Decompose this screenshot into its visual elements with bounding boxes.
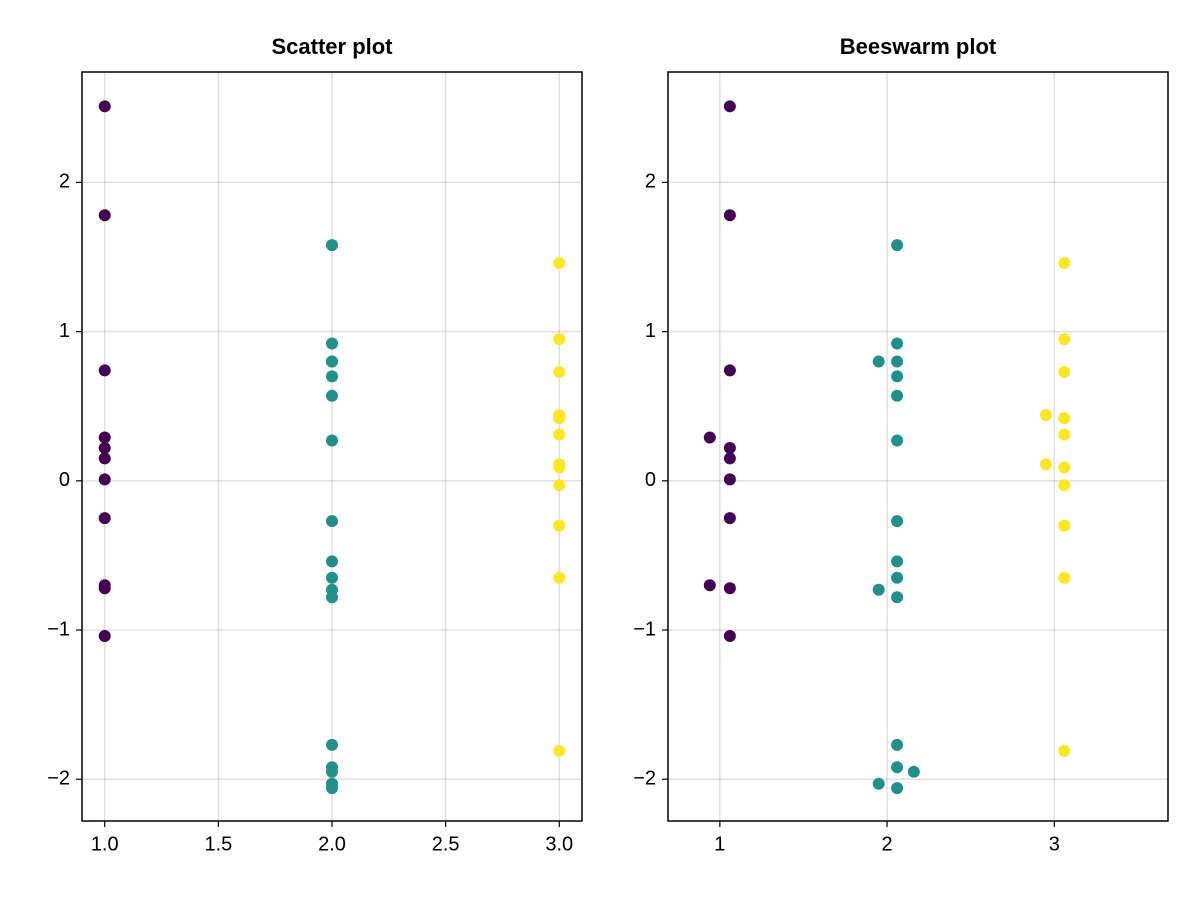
y-tick-label: −1 [633,618,656,640]
panel: Scatter plot 1.0 1.5 2.0 2.5 3.0 −2 −1 0 1 2 [47,34,583,855]
point [1058,412,1071,425]
x-tick-label: 1.0 [91,833,119,855]
point [98,582,111,595]
point [1058,519,1071,532]
point [98,452,111,465]
point [891,239,904,252]
point [1058,256,1071,269]
y-tick-label: 2 [645,171,656,193]
point [723,209,736,222]
y-tick-label: −2 [47,768,70,790]
point [553,365,566,378]
point [326,434,338,447]
y-tick-label: 0 [59,469,70,491]
point [553,333,566,346]
panel: Beeswarm plot 1 2 3 −2 −1 0 1 2 [633,34,1169,855]
point [891,571,904,584]
point [891,738,904,751]
point [553,744,566,757]
point [1039,409,1052,422]
point [553,479,566,492]
point [326,738,338,751]
point [326,571,338,584]
point [891,782,904,795]
y-tick-label: 0 [645,469,656,491]
point [891,370,904,383]
y-tick-label: 1 [59,320,70,342]
point [723,473,736,486]
x-tick-label: 3.0 [545,833,573,855]
point [1058,744,1071,757]
point [723,512,736,525]
point [723,441,736,454]
point [98,100,111,113]
point [326,555,338,568]
chart-title: Beeswarm plot [840,34,997,59]
point [326,337,338,350]
y-tick-label: −1 [47,618,70,640]
point [872,777,885,790]
point [98,512,111,525]
point [891,434,904,447]
point [891,337,904,350]
x-tick-label: 1 [714,833,725,855]
point [872,355,885,368]
point [1058,461,1071,474]
point [98,364,111,377]
point [1058,428,1071,441]
point [326,389,338,402]
point [723,629,736,642]
point [553,571,566,584]
point [326,591,338,604]
plot-frame [667,71,1169,822]
x-tick-label: 3 [1049,833,1060,855]
x-tick-label: 1.5 [204,833,232,855]
point [98,431,111,444]
point [891,555,904,568]
point [723,100,736,113]
plot-frame [81,71,583,822]
point [1058,479,1071,492]
point [891,389,904,402]
point [326,239,338,252]
point [553,461,566,474]
x-tick-label: 2.5 [432,833,460,855]
point [891,591,904,604]
point [553,256,566,269]
point [98,441,111,454]
point [891,355,904,368]
point [98,209,111,222]
x-tick-label: 2.0 [318,833,346,855]
chart-title: Scatter plot [271,34,393,59]
point [326,370,338,383]
point [1039,458,1052,471]
point [326,515,338,528]
point [723,452,736,465]
point [1058,571,1071,584]
point [326,782,338,795]
point [326,765,338,778]
x-tick-label: 2 [882,833,893,855]
point [891,515,904,528]
point [891,761,904,774]
point [553,412,566,425]
point [98,629,111,642]
point [553,428,566,441]
y-tick-label: 1 [645,320,656,342]
point [1058,365,1071,378]
y-tick-label: −2 [633,768,656,790]
point [326,355,338,368]
point [907,765,920,778]
point [723,364,736,377]
point [703,431,716,444]
y-tick-label: 2 [59,171,70,193]
point [1058,333,1071,346]
point [723,582,736,595]
point [553,519,566,532]
point [98,473,111,486]
point [872,583,885,596]
point [703,579,716,592]
